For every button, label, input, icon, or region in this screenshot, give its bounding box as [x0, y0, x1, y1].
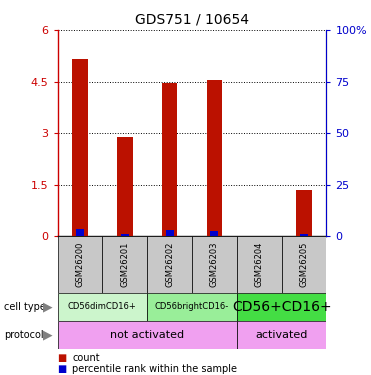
Text: GSM26204: GSM26204 [255, 242, 264, 287]
Bar [72, 59, 88, 236]
Bar [58, 321, 237, 349]
Bar [237, 321, 326, 349]
Bar [117, 137, 132, 236]
Text: percentile rank within the sample: percentile rank within the sample [72, 364, 237, 374]
Text: ■: ■ [58, 353, 67, 363]
Bar [237, 292, 326, 321]
Bar [162, 83, 177, 236]
Bar [237, 236, 282, 292]
Bar [296, 190, 312, 236]
Text: count: count [72, 353, 100, 363]
Text: GSM26202: GSM26202 [165, 242, 174, 287]
Text: not activated: not activated [110, 330, 184, 340]
Text: CD56brightCD16-: CD56brightCD16- [155, 302, 229, 311]
Text: GSM26200: GSM26200 [75, 242, 85, 287]
Bar [102, 236, 147, 292]
Bar [121, 234, 129, 236]
Text: CD56dimCD16+: CD56dimCD16+ [68, 302, 137, 311]
Text: GSM26205: GSM26205 [299, 242, 309, 287]
Bar [210, 231, 219, 236]
Text: protocol: protocol [4, 330, 43, 340]
Bar [192, 236, 237, 292]
Text: ▶: ▶ [43, 300, 52, 313]
Text: GSM26201: GSM26201 [120, 242, 129, 287]
Text: CD56+CD16+: CD56+CD16+ [232, 300, 331, 314]
Text: cell type: cell type [4, 302, 46, 312]
Text: ▶: ▶ [43, 328, 52, 341]
Bar [207, 80, 222, 236]
Bar [282, 236, 326, 292]
Bar [76, 229, 84, 236]
Text: ■: ■ [58, 364, 67, 374]
Bar [58, 292, 147, 321]
Bar [147, 292, 237, 321]
Text: activated: activated [256, 330, 308, 340]
Text: GSM26203: GSM26203 [210, 242, 219, 287]
Bar [58, 236, 102, 292]
Bar [165, 230, 174, 236]
Bar [147, 236, 192, 292]
Title: GDS751 / 10654: GDS751 / 10654 [135, 12, 249, 26]
Bar [300, 234, 308, 236]
